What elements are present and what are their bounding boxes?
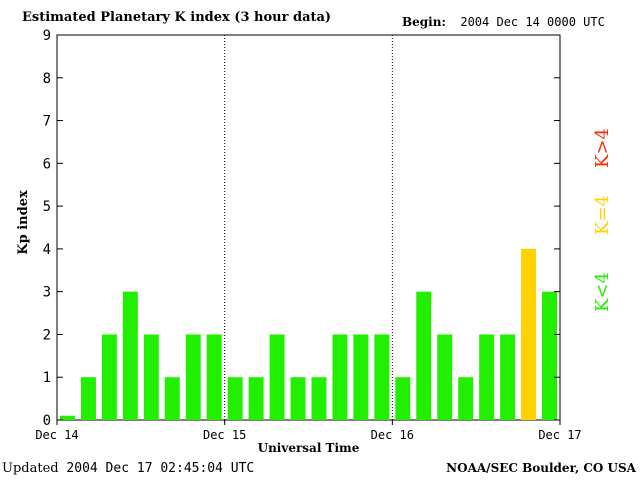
y-tick-label: 3 [43, 285, 51, 301]
kp-bar [374, 334, 390, 420]
updated-value: 2004 Dec 17 02:45:04 UTC [66, 461, 255, 476]
kp-bar [479, 334, 495, 420]
updated-label: Updated [2, 461, 59, 476]
y-tick-label: 1 [43, 370, 51, 386]
kp-bar [248, 377, 264, 420]
x-tick-label: Dec 16 [371, 428, 414, 442]
y-tick-label: 0 [43, 413, 51, 429]
kp-bar [206, 334, 222, 420]
x-tick-label: Dec 17 [538, 428, 581, 442]
chart-title: Estimated Planetary K index (3 hour data… [22, 10, 332, 25]
kp-bar [521, 248, 537, 420]
kp-bar [437, 334, 453, 420]
legend-k-equal-4: K=4 [592, 195, 613, 235]
plot-frame [56, 34, 561, 421]
y-tick-label: 9 [43, 28, 51, 44]
legend-k-below-4: K<4 [592, 272, 613, 312]
y-tick-label: 7 [43, 114, 51, 130]
begin-label: Begin: [402, 15, 446, 29]
y-tick-label: 5 [43, 199, 51, 215]
kp-bar [290, 377, 306, 420]
kp-bar [164, 377, 180, 420]
x-tick-label: Dec 14 [35, 428, 78, 442]
kp-bar [122, 291, 138, 420]
legend-k-above-4: K>4 [592, 128, 613, 168]
kp-bar [80, 377, 96, 420]
kp-bar [101, 334, 117, 420]
y-tick-label: 4 [43, 242, 51, 258]
kp-bar [332, 334, 348, 420]
y-tick-label: 2 [43, 327, 51, 343]
source-credit: NOAA/SEC Boulder, CO USA [446, 461, 636, 475]
kp-bar [458, 377, 474, 420]
updated-timestamp: Updated 2004 Dec 17 02:45:04 UTC [2, 461, 254, 476]
kp-bar [227, 377, 243, 420]
kp-bar [311, 377, 327, 420]
kp-bar [269, 334, 285, 420]
y-tick-label: 8 [43, 71, 51, 87]
kp-bar [353, 334, 369, 420]
kp-bar [416, 291, 432, 420]
x-tick-label: Dec 15 [203, 428, 246, 442]
kp-bar [395, 377, 411, 420]
y-axis-label: Kp index [16, 190, 31, 255]
kp-bar [542, 291, 557, 420]
y-tick-label: 6 [43, 156, 51, 172]
kp-bar [500, 334, 516, 420]
begin-timestamp: Begin: 2004 Dec 14 0000 UTC [402, 15, 605, 29]
x-axis-label: Universal Time [258, 441, 360, 455]
begin-value: 2004 Dec 14 0000 UTC [460, 15, 605, 29]
kp-bar [185, 334, 201, 420]
kp-bar [60, 415, 75, 420]
kp-bar [143, 334, 159, 420]
